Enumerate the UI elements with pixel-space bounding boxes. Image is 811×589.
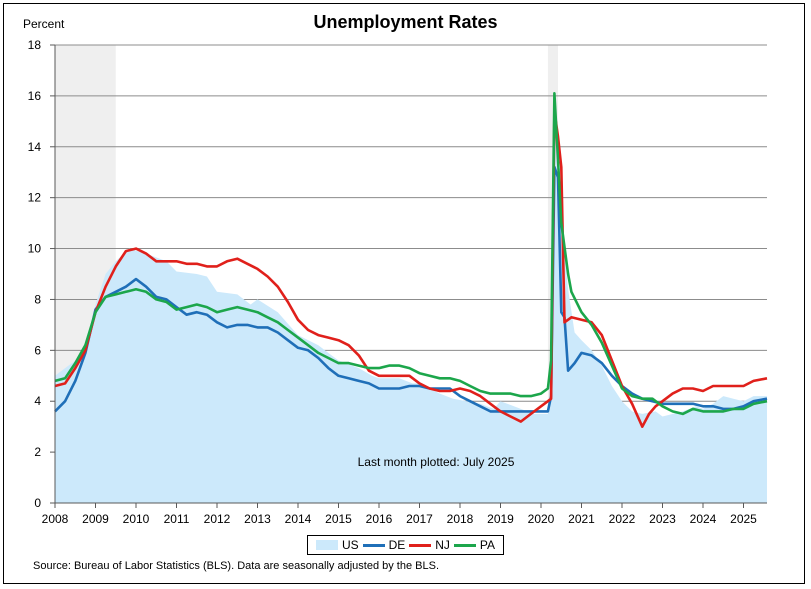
legend-item-de: DE xyxy=(362,538,406,552)
legend-label-pa: PA xyxy=(479,538,495,552)
x-tick-label-2011: 2011 xyxy=(164,512,190,526)
y-axis-unit-label: Percent xyxy=(23,17,65,31)
x-tick-label-2025: 2025 xyxy=(730,512,757,526)
x-tick-label-2023: 2023 xyxy=(649,512,676,526)
y-tick-label-4: 4 xyxy=(34,394,41,408)
axes xyxy=(50,44,767,508)
legend-label-de: DE xyxy=(388,538,406,552)
x-tick-labels: 2008 2009 2010 2011 2012 2013 2014 2015 2016 2017… xyxy=(42,512,758,526)
y-tick-label-6: 6 xyxy=(34,343,41,357)
series-us-area xyxy=(55,126,767,504)
x-tick-label-2018: 2018 xyxy=(447,512,474,526)
legend-swatch-nj xyxy=(409,543,432,547)
y-tick-label-2: 2 xyxy=(34,445,41,459)
x-tick-label-2020: 2020 xyxy=(528,512,555,526)
x-tick-label-2022: 2022 xyxy=(609,512,636,526)
y-tick-label-18: 18 xyxy=(28,38,42,52)
legend-swatch-de xyxy=(362,543,385,547)
series-nj-line xyxy=(54,109,768,429)
x-tick-label-2009: 2009 xyxy=(82,512,109,526)
legend-label-us: US xyxy=(341,538,359,552)
series-pa-line xyxy=(54,92,768,416)
x-tick-label-2016: 2016 xyxy=(366,512,393,526)
y-tick-label-8: 8 xyxy=(34,292,41,306)
source-note: Source: Bureau of Labor Statistics (BLS)… xyxy=(33,560,440,572)
legend-item-nj: NJ xyxy=(409,538,450,552)
x-tick-label-2013: 2013 xyxy=(244,512,271,526)
legend-item-us: US xyxy=(315,538,359,552)
y-tick-labels: 0 2 4 6 8 10 12 14 16 18 xyxy=(28,38,42,510)
area-series xyxy=(55,126,767,504)
legend: US DE NJ PA xyxy=(307,535,504,555)
legend-item-pa: PA xyxy=(453,538,495,552)
x-tick-label-2017: 2017 xyxy=(406,512,433,526)
legend-swatch-pa xyxy=(453,543,476,547)
x-tick-label-2019: 2019 xyxy=(487,512,514,526)
legend-label-nj: NJ xyxy=(435,538,450,552)
x-tick-label-2014: 2014 xyxy=(285,512,312,526)
y-tick-label-14: 14 xyxy=(28,140,42,154)
x-tick-label-2015: 2015 xyxy=(325,512,352,526)
y-tick-label-10: 10 xyxy=(28,242,42,256)
x-tick-label-2012: 2012 xyxy=(204,512,231,526)
line-series xyxy=(54,92,768,429)
y-tick-label-16: 16 xyxy=(28,89,42,103)
legend-swatch-us xyxy=(315,540,338,550)
x-tick-label-2008: 2008 xyxy=(42,512,69,526)
x-tick-label-2024: 2024 xyxy=(690,512,717,526)
x-tick-label-2021: 2021 xyxy=(568,512,595,526)
y-tick-label-12: 12 xyxy=(28,191,42,205)
last-month-annotation: Last month plotted: July 2025 xyxy=(358,455,515,469)
chart-title: Unemployment Rates xyxy=(313,12,498,32)
x-tick-label-2010: 2010 xyxy=(123,512,150,526)
y-tick-label-0: 0 xyxy=(34,496,41,510)
